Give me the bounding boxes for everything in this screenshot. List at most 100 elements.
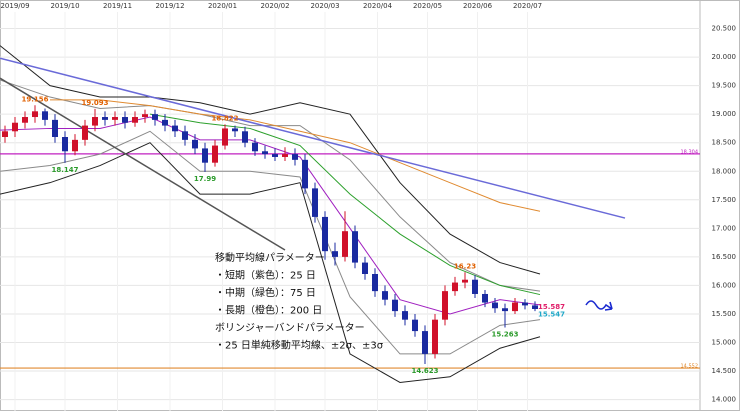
candle-body <box>142 114 148 118</box>
candle-body <box>262 151 268 155</box>
candle-body <box>312 188 318 217</box>
price-annotation: 19.156 <box>21 95 48 103</box>
candle-body <box>222 128 228 146</box>
y-tick-label: 15.500 <box>712 310 737 318</box>
candle-body <box>482 293 488 303</box>
candle-body <box>162 119 168 126</box>
info-text: ・長期（橙色）：200 日 <box>215 304 322 317</box>
candle-body <box>472 279 478 294</box>
candle-body <box>502 308 508 312</box>
price-annotation: 18.822 <box>211 114 238 122</box>
y-tick-label: 17.500 <box>712 196 737 204</box>
x-tick-label: 2019/12 <box>155 2 184 10</box>
candle-body <box>412 319 418 332</box>
price-annotation: 14.623 <box>411 367 438 375</box>
candle-body <box>52 119 58 137</box>
candle-body <box>242 131 248 143</box>
candle-body <box>102 117 108 120</box>
candle-body <box>42 111 48 120</box>
candle-body <box>352 231 358 263</box>
candle-body <box>132 117 138 123</box>
info-text: ・中期（緑色）：75 日 <box>215 286 316 299</box>
x-tick-label: 2019/10 <box>50 2 79 10</box>
arrow <box>585 300 613 311</box>
y-tick-label: 17.000 <box>712 224 737 232</box>
candle-body <box>402 311 408 320</box>
indicator-line <box>0 142 541 383</box>
x-tick-label: 2020/06 <box>463 2 493 10</box>
candle-body <box>72 139 78 152</box>
candle-body <box>372 274 378 292</box>
y-tick-label: 16.000 <box>712 281 737 289</box>
candle-body <box>122 117 128 123</box>
candle-body <box>112 117 118 120</box>
y-tick-label: 20.500 <box>712 25 737 33</box>
y-tick-label: 15.000 <box>712 339 737 347</box>
info-text: ボリンジャーバンドパラメーター <box>215 322 365 334</box>
x-tick-label: 2019/09 <box>0 2 29 10</box>
candle-body <box>382 291 388 300</box>
candle-body <box>432 319 438 354</box>
info-text: 移動平均線パラメーター <box>215 251 325 264</box>
y-tick-label: 18.500 <box>712 139 737 147</box>
candle-body <box>212 145 218 163</box>
candle-body <box>172 125 178 132</box>
candle-body <box>462 279 468 283</box>
candle-body <box>392 299 398 312</box>
candle-body <box>362 262 368 274</box>
candle-body <box>232 128 238 132</box>
candle-body <box>22 117 28 123</box>
y-tick-label: 14.000 <box>712 396 737 404</box>
y-tick-label: 20.000 <box>712 53 737 61</box>
candle-body <box>2 131 8 137</box>
indicator-line <box>50 99 541 212</box>
price-annotation: 17.99 <box>194 175 216 183</box>
candle-body <box>452 282 458 292</box>
candle-body <box>322 216 328 252</box>
current-price-label: 15.587 <box>538 303 565 311</box>
trend-line <box>0 77 286 251</box>
indicator-line <box>0 116 541 315</box>
candle-body <box>272 154 278 157</box>
candle-body <box>192 139 198 149</box>
indicator-line <box>0 130 541 355</box>
candle-body <box>12 122 18 132</box>
candle-body <box>512 302 518 312</box>
candle-body <box>202 148 208 163</box>
candle-body <box>492 302 498 309</box>
candle-body <box>422 331 428 354</box>
price-annotation: 16.23 <box>454 262 476 270</box>
candle-body <box>252 142 258 152</box>
x-tick-label: 2019/11 <box>103 2 132 10</box>
x-tick-label: 2020/05 <box>413 2 442 10</box>
price-annotation: 15.263 <box>491 330 518 338</box>
y-tick-label: 19.000 <box>712 110 737 118</box>
price-annotation: 19.093 <box>81 99 108 107</box>
horizontal-line-label: 14.552 <box>681 364 699 370</box>
candle-body <box>442 291 448 320</box>
candle-body <box>92 117 98 126</box>
y-tick-label: 14.500 <box>712 367 737 375</box>
x-tick-label: 2020/02 <box>260 2 289 10</box>
price-annotation: 18.147 <box>51 166 78 174</box>
y-tick-label: 18.000 <box>712 167 737 175</box>
info-text: ・短期（紫色）：25 日 <box>215 269 316 282</box>
x-tick-label: 2020/07 <box>513 2 542 10</box>
y-tick-label: 19.500 <box>712 82 737 90</box>
candle-body <box>182 131 188 140</box>
indicator-line <box>149 113 541 296</box>
x-tick-label: 2020/04 <box>363 2 393 10</box>
x-tick-label: 2020/03 <box>310 2 339 10</box>
candle-body <box>282 154 288 157</box>
x-tick-label: 2020/01 <box>208 2 237 10</box>
candle-body <box>302 159 308 189</box>
candle-body <box>342 231 348 257</box>
candle-body <box>82 125 88 140</box>
candle-body <box>292 154 298 160</box>
current-price-label: 15.547 <box>538 310 565 318</box>
candle-body <box>332 251 338 257</box>
candle-body <box>32 111 38 118</box>
candle-body <box>62 137 68 152</box>
candle-body <box>532 305 538 309</box>
